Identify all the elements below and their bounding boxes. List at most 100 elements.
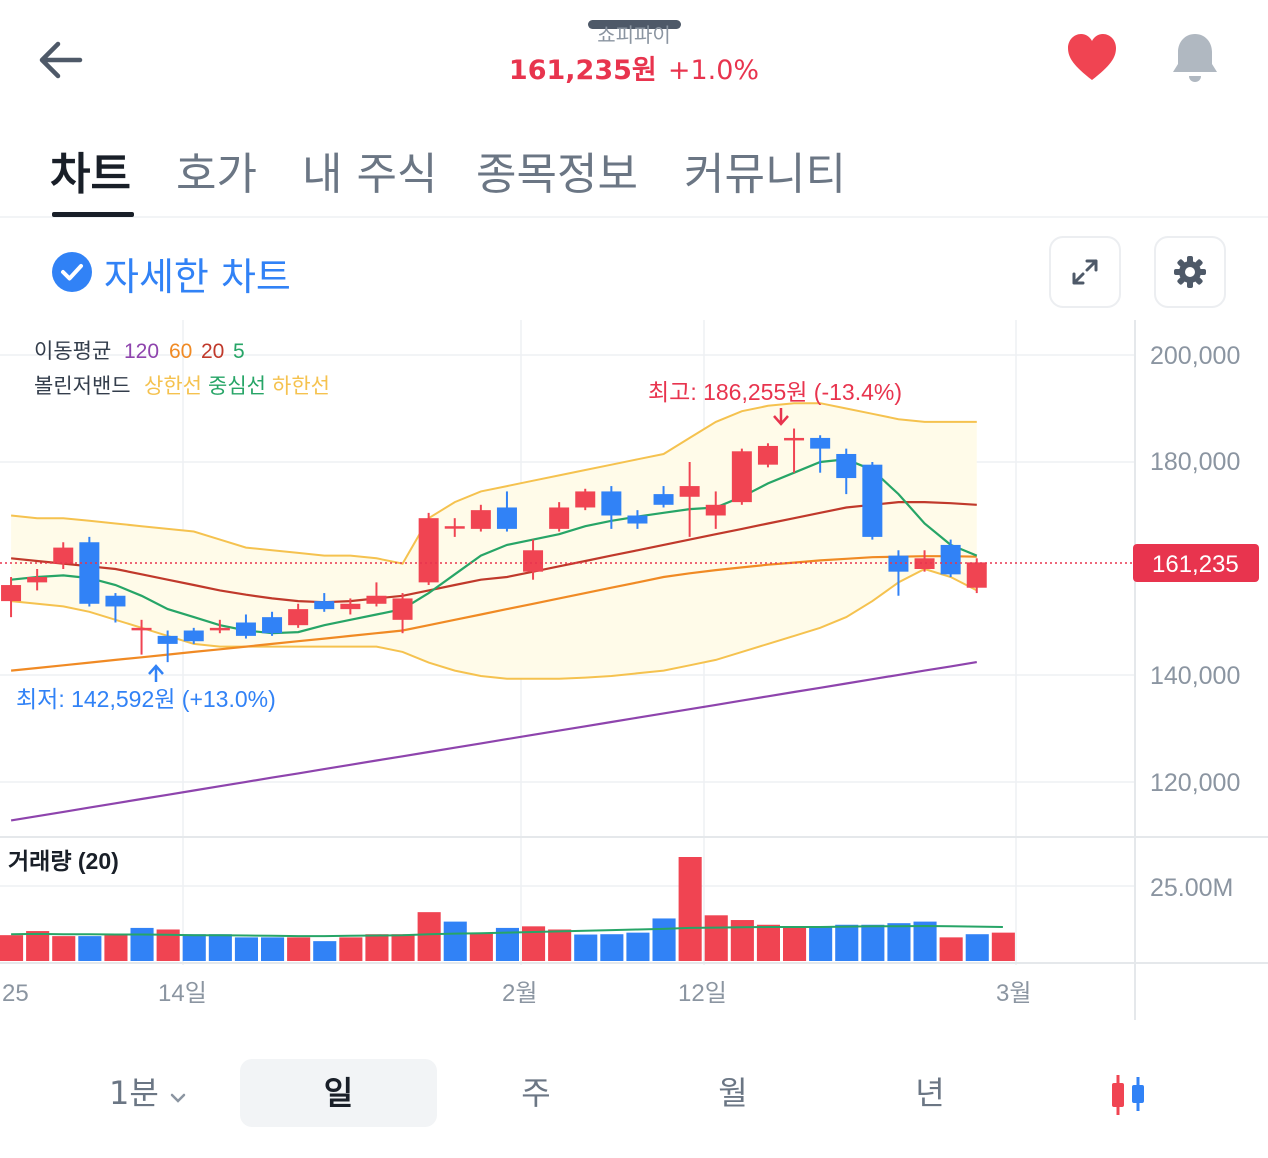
bb-legend: 볼린저밴드 상한선 중심선 하한선 bbox=[34, 375, 330, 398]
candle-body bbox=[966, 562, 987, 588]
candle-body bbox=[366, 595, 387, 604]
period-1min[interactable]: 1분 bbox=[88, 1059, 208, 1127]
volume-bar bbox=[130, 927, 154, 961]
ma-legend: 이동평균 120 60 20 5 bbox=[34, 340, 245, 363]
y-tick-label: 200,000 bbox=[1150, 342, 1240, 370]
stock-title: 쇼피파이 161,235원 +1.0% bbox=[434, 14, 834, 87]
volume-bar bbox=[52, 936, 76, 961]
tab-chart[interactable]: 차트 bbox=[50, 149, 131, 200]
candle-body bbox=[784, 437, 805, 441]
candlestick-icon[interactable] bbox=[1108, 1073, 1148, 1117]
volume-bar bbox=[287, 937, 311, 961]
x-tick-label: 14일 bbox=[158, 980, 207, 1007]
period-selector: 1분 일 주 월 년 bbox=[0, 1055, 1268, 1130]
period-day[interactable]: 일 bbox=[240, 1059, 437, 1127]
volume-bar bbox=[600, 934, 624, 961]
volume-ma-line bbox=[11, 924, 1003, 938]
tab-stock-info[interactable]: 종목정보 bbox=[476, 149, 638, 200]
tab-community[interactable]: 커뮤니티 bbox=[684, 149, 846, 200]
ma20-line bbox=[10, 501, 977, 604]
period-month[interactable]: 월 bbox=[718, 1074, 748, 1112]
candle-body bbox=[470, 510, 491, 529]
volume-bar bbox=[78, 936, 102, 961]
period-week[interactable]: 주 bbox=[521, 1074, 551, 1112]
candle-body bbox=[444, 526, 465, 529]
stock-name: 쇼피파이 bbox=[597, 23, 671, 47]
tab-bar: 차트 호가 내 주식 종목정보 커뮤니티 bbox=[0, 120, 1268, 218]
volume-tick-label: 25.00M bbox=[1150, 874, 1233, 902]
candle-body bbox=[27, 577, 48, 583]
low-annotation: 최저: 142,592원 (+13.0%) bbox=[16, 686, 276, 712]
volume-bar bbox=[365, 934, 389, 961]
volume-bar bbox=[704, 915, 728, 961]
candle-body bbox=[418, 518, 439, 583]
volume-bar bbox=[861, 924, 885, 961]
alarm-button[interactable] bbox=[1165, 28, 1225, 88]
drag-handle[interactable] bbox=[588, 20, 681, 29]
candle-body bbox=[601, 491, 622, 516]
volume-bar bbox=[208, 934, 232, 961]
chart-settings-button[interactable] bbox=[1154, 236, 1226, 308]
x-tick-label: 3월 bbox=[996, 980, 1031, 1007]
tab-my-stock[interactable]: 내 주식 bbox=[302, 149, 438, 200]
volume-bar bbox=[104, 935, 128, 961]
arrow-left-icon bbox=[39, 41, 83, 79]
bb-legend-title: 볼린저밴드 bbox=[34, 375, 131, 398]
x-tick-label: 12일 bbox=[678, 980, 727, 1007]
volume-bar bbox=[809, 926, 833, 961]
candle-body bbox=[914, 558, 935, 569]
tab-orderbook[interactable]: 호가 bbox=[176, 149, 257, 200]
low-arrow-icon bbox=[148, 664, 164, 682]
candle-body bbox=[79, 542, 100, 604]
candle-body bbox=[705, 504, 726, 516]
candle-body bbox=[836, 453, 857, 479]
candle-body bbox=[105, 595, 126, 607]
back-button[interactable] bbox=[30, 30, 90, 90]
y-tick-label: 180,000 bbox=[1150, 448, 1240, 476]
y-tick-label: 140,000 bbox=[1150, 662, 1240, 690]
candle-body bbox=[627, 515, 648, 524]
candle-body bbox=[757, 445, 778, 465]
candle-body bbox=[523, 550, 544, 572]
candle-body bbox=[262, 617, 283, 634]
high-arrow-icon bbox=[773, 408, 789, 426]
stock-chart[interactable]: 161,235 200,000 180,000 140,000 120,000 … bbox=[0, 320, 1268, 1040]
candle-body bbox=[235, 622, 256, 636]
current-price-label: 161,235 bbox=[1152, 551, 1239, 578]
volume-bar bbox=[495, 927, 519, 961]
fullscreen-button[interactable] bbox=[1049, 236, 1121, 308]
candle-body bbox=[888, 555, 909, 572]
bollinger-upper-line bbox=[10, 402, 977, 565]
volume-bar bbox=[887, 923, 911, 961]
tab-active-indicator bbox=[52, 212, 134, 217]
volume-bar bbox=[548, 929, 572, 961]
stock-change: +1.0% bbox=[667, 55, 760, 86]
volume-bar bbox=[783, 926, 807, 961]
detail-chart-label[interactable]: 자세한 차트 bbox=[104, 255, 291, 299]
volume-bar bbox=[522, 926, 546, 961]
candle-body bbox=[731, 451, 752, 503]
volume-bar bbox=[469, 933, 493, 961]
check-circle-icon[interactable] bbox=[52, 252, 92, 292]
candle-body bbox=[209, 627, 230, 631]
candle-body bbox=[940, 544, 961, 575]
candle-body bbox=[653, 494, 674, 505]
top-bar: 쇼피파이 161,235원 +1.0% bbox=[0, 0, 1268, 110]
volume-bar bbox=[182, 934, 206, 961]
bell-icon bbox=[1173, 34, 1217, 82]
candle-body bbox=[157, 635, 178, 644]
volume-bar bbox=[417, 912, 441, 961]
period-year[interactable]: 년 bbox=[915, 1074, 945, 1112]
bb-upper-legend: 상한선 bbox=[144, 375, 202, 398]
volume-bar bbox=[261, 937, 285, 961]
volume-bar bbox=[574, 934, 598, 961]
volume-bar bbox=[234, 937, 258, 961]
candle-body bbox=[549, 507, 570, 529]
volume-bar bbox=[678, 857, 702, 961]
ma-legend-title: 이동평균 bbox=[34, 340, 111, 363]
favorite-button[interactable] bbox=[1062, 28, 1122, 88]
volume-bar bbox=[391, 934, 415, 961]
volume-bar bbox=[756, 924, 780, 961]
volume-bar bbox=[443, 921, 467, 961]
candle-body bbox=[496, 507, 517, 529]
